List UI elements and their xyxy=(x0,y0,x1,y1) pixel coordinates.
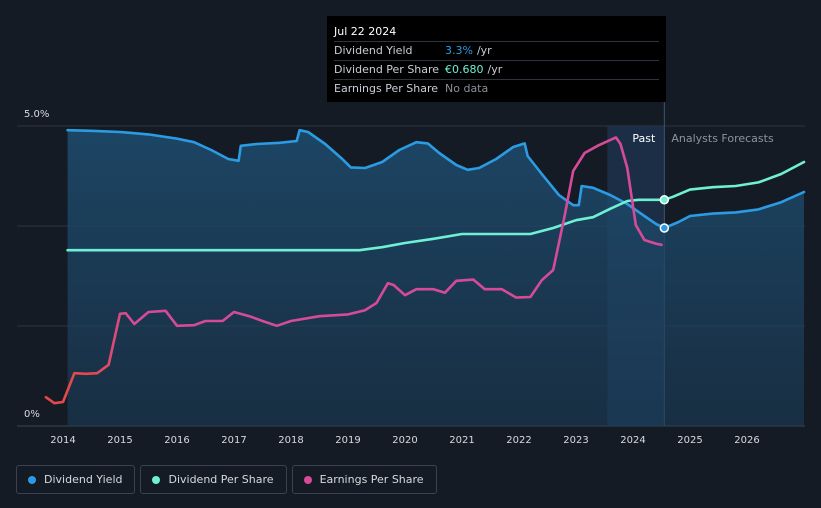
x-tick-label: 2019 xyxy=(335,435,360,446)
past-label: Past xyxy=(632,132,656,145)
x-tick-label: 2021 xyxy=(449,435,474,446)
x-tick-label: 2026 xyxy=(734,435,759,446)
x-tick-label: 2024 xyxy=(620,435,645,446)
tooltip-value: No data xyxy=(445,82,489,95)
x-tick-label: 2023 xyxy=(563,435,588,446)
tooltip-value: 3.3% xyxy=(445,44,473,57)
earnings-per-share-line xyxy=(44,136,663,405)
x-tick-label: 2016 xyxy=(164,435,189,446)
legend-dot-icon xyxy=(28,475,36,484)
chart-legend: Dividend Yield Dividend Per Share Earnin… xyxy=(16,465,442,494)
x-tick-label: 2025 xyxy=(677,435,702,446)
y-tick-label: 5.0% xyxy=(24,109,49,120)
tooltip-label: Earnings Per Share xyxy=(334,82,439,95)
legend-dividend-per-share[interactable]: Dividend Per Share xyxy=(140,465,287,494)
legend-dot-icon xyxy=(303,475,312,484)
x-tick-label: 2015 xyxy=(107,435,132,446)
forecast-label: Analysts Forecasts xyxy=(671,132,774,145)
legend-dot-icon xyxy=(152,475,161,484)
y-tick-label: 0% xyxy=(24,409,40,420)
tooltip-date: Jul 22 2024 xyxy=(334,22,659,42)
x-tick-label: 2020 xyxy=(392,435,417,446)
dividend-yield-line xyxy=(66,128,806,230)
tooltip-label: Dividend Per Share xyxy=(334,63,440,76)
legend-label: Dividend Yield xyxy=(44,473,123,486)
tooltip-row-dividend-yield: Dividend Yield 3.3% /yr xyxy=(334,42,659,61)
x-tick-label: 2022 xyxy=(506,435,531,446)
x-tick-label: 2018 xyxy=(278,435,303,446)
marker-point xyxy=(659,223,670,233)
tooltip-row-earnings-per-share: Earnings Per Share No data xyxy=(334,80,659,98)
legend-label: Earnings Per Share xyxy=(319,473,424,486)
tooltip-unit: /yr xyxy=(487,63,503,76)
legend-earnings-per-share[interactable]: Earnings Per Share xyxy=(291,465,437,494)
tooltip-unit: /yr xyxy=(476,44,492,57)
x-tick-label: 2014 xyxy=(50,435,75,446)
tooltip-label: Dividend Yield xyxy=(334,44,413,57)
legend-dividend-yield[interactable]: Dividend Yield xyxy=(16,465,136,494)
dividend-per-share-line xyxy=(66,160,806,252)
hover-tooltip: Jul 22 2024 Dividend Yield 3.3% /yr Divi… xyxy=(327,16,666,102)
dividend-yield-area xyxy=(67,130,805,426)
marker-point xyxy=(659,195,670,205)
tooltip-value: €0.680 xyxy=(445,63,484,76)
legend-label: Dividend Per Share xyxy=(168,473,274,486)
tooltip-row-dividend-per-share: Dividend Per Share €0.680 /yr xyxy=(334,61,659,80)
x-tick-label: 2017 xyxy=(221,435,246,446)
